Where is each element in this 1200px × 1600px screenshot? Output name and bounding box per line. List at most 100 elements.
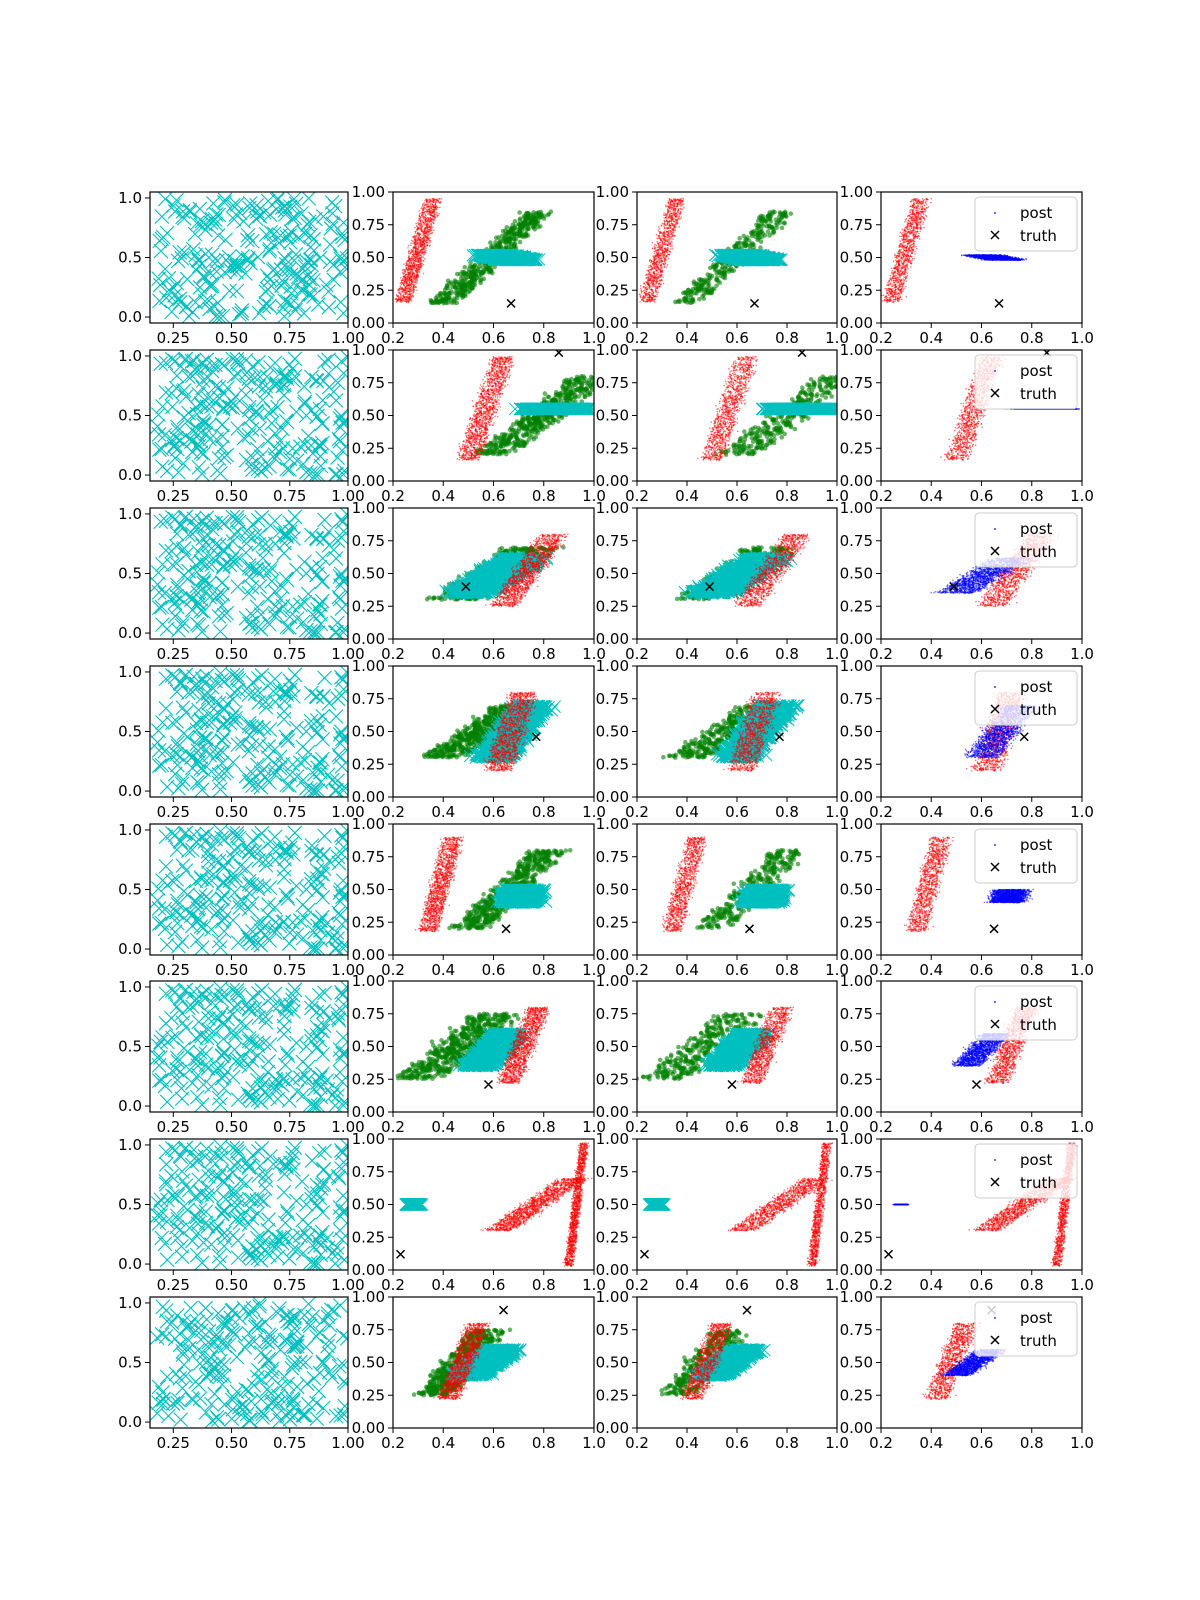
prior-crosses	[150, 981, 348, 1112]
plot-area	[414, 836, 573, 934]
x-tick-label: 1.0	[582, 645, 606, 663]
plot-area	[151, 192, 348, 323]
x-tick-label: 0.6	[725, 961, 749, 979]
y-tick-label: 0.75	[596, 216, 629, 234]
plot-area	[150, 1139, 348, 1270]
y-tick-label: 0.75	[840, 690, 873, 708]
y-tick-label: 0.25	[840, 281, 873, 299]
x-tick-label: 0.50	[215, 1276, 248, 1294]
x-tick-label: 0.2	[625, 1118, 649, 1136]
cyan-crosses	[755, 402, 837, 416]
truth-marker	[499, 1305, 509, 1315]
x-tick-label: 1.00	[331, 487, 364, 505]
x-tick-label: 0.4	[675, 803, 699, 821]
legend-truth-label: truth	[1020, 385, 1057, 403]
subplot-r4-c1: 0.25 0.50 0.75 1.00 0.0 0.5 1.0	[118, 663, 365, 821]
y-tick-label: 0.25	[352, 755, 385, 773]
y-tick-label: 0.50	[840, 881, 873, 899]
y-tick-label: 0.00	[840, 472, 873, 490]
truth-marker	[727, 1079, 737, 1090]
x-tick-label: 0.75	[273, 1118, 306, 1136]
y-tick-label: 0.25	[840, 1228, 873, 1246]
subplot-r7-c4: 0.2 0.4 0.6 0.8 1.0 0.00 0.25 0.50 0.75 1.00 post t…	[840, 1130, 1094, 1294]
subplot-r1-c2: 0.2 0.4 0.6 0.8 1.0 0.00 0.25 0.50 0.75 1.00	[352, 183, 606, 347]
truth-marker	[749, 298, 760, 308]
truth-marker	[554, 350, 564, 358]
y-tick-label: 0.75	[596, 374, 629, 392]
x-tick-label: 0.8	[532, 487, 556, 505]
x-tick-label: 0.6	[482, 487, 506, 505]
subplot-r6-c2: 0.2 0.4 0.6 0.8 1.0 0.00 0.25 0.50 0.75 1.00	[352, 972, 606, 1136]
x-tick-label: 1.0	[825, 645, 849, 663]
x-tick-label: 0.8	[775, 1276, 799, 1294]
red-points	[414, 836, 464, 933]
y-tick-label: 0.50	[352, 723, 385, 741]
truth-marker	[501, 924, 511, 934]
y-tick-label: 0.00	[596, 946, 629, 964]
y-tick-label: 0.50	[596, 407, 629, 425]
legend-truth-marker	[990, 704, 1000, 714]
subplot-r3-c1: 0.25 0.50 0.75 1.00 0.0 0.5 1.0	[118, 505, 365, 663]
legend-post-marker	[994, 1317, 996, 1319]
subplot-r6-c3: 0.2 0.4 0.6 0.8 1.0 0.00 0.25 0.50 0.75 1.00	[596, 972, 849, 1136]
legend-post-marker	[994, 1001, 996, 1003]
x-tick-label: 0.6	[970, 487, 994, 505]
x-tick-label: 0.8	[1020, 329, 1044, 347]
y-tick-label: 1.00	[596, 972, 629, 990]
subplot-r8-c3: 0.2 0.4 0.6 0.8 1.0 0.00 0.25 0.50 0.75 1.00	[596, 1288, 849, 1452]
x-tick-label: 1.0	[582, 487, 606, 505]
blue-points	[892, 1203, 910, 1206]
x-tick-label: 0.8	[775, 329, 799, 347]
subplot-r4-c4: 0.2 0.4 0.6 0.8 1.0 0.00 0.25 0.50 0.75 1.00 post t…	[840, 657, 1094, 821]
x-tick-label: 1.0	[582, 1276, 606, 1294]
red-points	[393, 197, 443, 303]
y-tick-label: 0.25	[352, 1070, 385, 1088]
prior-crosses	[150, 666, 348, 797]
blue-points	[983, 888, 1034, 904]
legend-truth-label: truth	[1020, 701, 1057, 719]
truth-marker	[506, 298, 516, 308]
x-tick-label: 1.0	[582, 1118, 606, 1136]
x-tick-label: 0.75	[273, 487, 306, 505]
x-tick-label: 0.50	[215, 1118, 248, 1136]
y-tick-label: 1.0	[118, 189, 142, 207]
truth-marker	[1019, 732, 1029, 742]
y-tick-label: 0.00	[596, 1261, 629, 1279]
y-tick-label: 0.25	[596, 913, 629, 931]
y-tick-label: 0.5	[118, 1038, 142, 1056]
x-tick-label: 0.8	[775, 645, 799, 663]
plot-area	[661, 836, 802, 934]
red-points	[727, 1142, 834, 1267]
plot-area	[637, 1006, 795, 1090]
legend-truth-label: truth	[1020, 543, 1057, 561]
plot-area	[150, 350, 348, 481]
y-tick-label: 1.0	[118, 978, 142, 996]
y-tick-label: 0.50	[352, 407, 385, 425]
legend-truth-marker	[990, 388, 1000, 398]
truth-marker	[744, 924, 755, 934]
x-tick-label: 0.4	[675, 645, 699, 663]
y-tick-label: 1.00	[596, 815, 629, 833]
x-tick-label: 0.2	[625, 487, 649, 505]
y-tick-label: 0.75	[352, 532, 385, 550]
x-tick-label: 0.75	[273, 1276, 306, 1294]
x-tick-label: 1.0	[1070, 1276, 1094, 1294]
y-tick-label: 0.50	[596, 1354, 629, 1372]
subplot-r3-c3: 0.2 0.4 0.6 0.8 1.0 0.00 0.25 0.50 0.75 1.00	[596, 499, 849, 663]
red-points	[881, 197, 933, 303]
red-points	[496, 1006, 550, 1084]
x-tick-label: 0.8	[532, 961, 556, 979]
cyan-crosses	[642, 1198, 671, 1211]
legend-post-marker	[994, 844, 996, 846]
y-tick-label: 1.00	[840, 972, 873, 990]
legend-box	[974, 828, 1078, 884]
y-tick-label: 0.00	[840, 788, 873, 806]
legend-truth-marker	[990, 1019, 1000, 1029]
red-points	[433, 1322, 491, 1400]
y-tick-label: 0.75	[840, 532, 873, 550]
subplot-r5-c3: 0.2 0.4 0.6 0.8 1.0 0.00 0.25 0.50 0.75 1.00	[596, 815, 849, 979]
y-tick-label: 0.00	[840, 1103, 873, 1121]
cyan-crosses	[508, 402, 594, 416]
y-tick-label: 0.75	[840, 1005, 873, 1023]
x-tick-label: 0.8	[775, 487, 799, 505]
